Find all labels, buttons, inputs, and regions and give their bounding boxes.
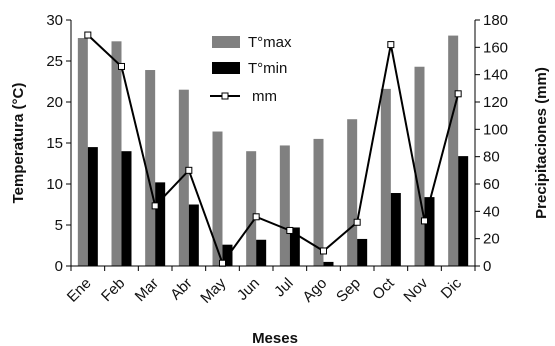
point-mm-ene bbox=[84, 31, 92, 39]
x-tick-label-jul: Jul bbox=[271, 275, 297, 301]
x-tick-label-oct: Oct bbox=[369, 274, 398, 303]
y2-tick-label-20: 20 bbox=[483, 231, 500, 248]
y2-tick-label-160: 160 bbox=[483, 39, 508, 56]
bar-tmax-ago bbox=[313, 138, 324, 266]
bar-tmin-oct bbox=[390, 193, 401, 266]
x-axis-title: Meses bbox=[252, 330, 298, 346]
legend-marker-mm bbox=[221, 92, 229, 100]
bar-tmin-sep bbox=[357, 238, 368, 266]
y-tick-label-30: 30 bbox=[46, 12, 63, 29]
point-mm-sep bbox=[353, 218, 361, 226]
x-tick-label-may: May bbox=[197, 274, 229, 306]
y2-tick-label-100: 100 bbox=[483, 121, 508, 138]
legend-label-tmin: T°min bbox=[248, 60, 287, 77]
bar-tmax-jul bbox=[279, 145, 290, 266]
x-tick-label-feb: Feb bbox=[98, 275, 128, 305]
bar-tmax-oct bbox=[380, 88, 391, 266]
point-mm-jul bbox=[286, 226, 294, 234]
y2-axis-title: Precipitaciones (mm) bbox=[533, 67, 550, 219]
bar-tmin-feb bbox=[121, 151, 132, 266]
y2-tick-label-0: 0 bbox=[483, 258, 491, 275]
legend-label-tmax: T°max bbox=[248, 34, 292, 51]
legend-swatch-tmin bbox=[212, 62, 240, 74]
x-tick-label-ene: Ene bbox=[64, 275, 95, 306]
y-axis-title: Temperatura (°C) bbox=[10, 83, 27, 204]
point-mm-mar bbox=[151, 202, 159, 210]
point-mm-may bbox=[219, 259, 226, 267]
x-tick-label-mar: Mar bbox=[132, 275, 162, 305]
y-tick-label-15: 15 bbox=[46, 135, 63, 152]
x-tick-label-jun: Jun bbox=[234, 275, 263, 304]
bar-tmin-jul bbox=[289, 227, 300, 266]
y-tick-label-0: 0 bbox=[55, 258, 63, 275]
bar-tmax-may bbox=[212, 131, 223, 266]
legend-label-mm: mm bbox=[252, 88, 277, 105]
x-tick-label-abr: Abr bbox=[167, 275, 196, 304]
bar-tmax-abr bbox=[178, 89, 189, 266]
bar-tmin-nov bbox=[424, 197, 435, 266]
y2-tick-label-60: 60 bbox=[483, 176, 500, 193]
y2-tick-label-180: 180 bbox=[483, 12, 508, 29]
line-mm bbox=[87, 34, 460, 266]
point-mm-abr bbox=[185, 166, 193, 174]
legend-swatch-tmax bbox=[212, 36, 240, 48]
point-mm-feb bbox=[118, 62, 125, 70]
y-tick-label-10: 10 bbox=[46, 176, 63, 193]
point-mm-oct bbox=[387, 41, 395, 49]
y2-tick-label-40: 40 bbox=[483, 203, 500, 220]
point-mm-nov bbox=[421, 217, 428, 225]
y-tick-label-25: 25 bbox=[46, 53, 63, 70]
x-tick-label-sep: Sep bbox=[333, 275, 364, 306]
y-tick-label-5: 5 bbox=[55, 217, 63, 234]
y2-tick-label-80: 80 bbox=[483, 149, 500, 166]
x-tick-label-dic: Dic bbox=[438, 274, 466, 302]
bar-tmin-ago bbox=[323, 261, 334, 266]
bar-tmax-sep bbox=[347, 119, 358, 266]
plot-area bbox=[77, 31, 469, 267]
bar-tmax-jun bbox=[246, 151, 257, 266]
bar-tmax-mar bbox=[145, 70, 156, 267]
bar-tmin-dic bbox=[458, 156, 469, 266]
bar-tmin-abr bbox=[188, 204, 199, 266]
point-mm-ago bbox=[320, 247, 327, 255]
x-tick-label-nov: Nov bbox=[400, 274, 431, 305]
y2-tick-label-140: 140 bbox=[483, 67, 508, 84]
point-mm-jun bbox=[252, 213, 260, 221]
bar-tmax-feb bbox=[111, 41, 122, 266]
bar-tmax-nov bbox=[414, 66, 425, 267]
bar-tmin-mar bbox=[155, 182, 166, 266]
bar-tmax-ene bbox=[77, 38, 88, 266]
y2-tick-label-120: 120 bbox=[483, 94, 508, 111]
legend: T°max T°min mm bbox=[210, 34, 292, 105]
y-tick-label-20: 20 bbox=[46, 94, 63, 111]
bar-tmax-dic bbox=[448, 35, 459, 266]
bar-tmin-ene bbox=[87, 147, 98, 266]
point-mm-dic bbox=[454, 90, 462, 98]
x-tick-label-ago: Ago bbox=[299, 275, 330, 306]
bar-tmin-jun bbox=[256, 239, 267, 266]
